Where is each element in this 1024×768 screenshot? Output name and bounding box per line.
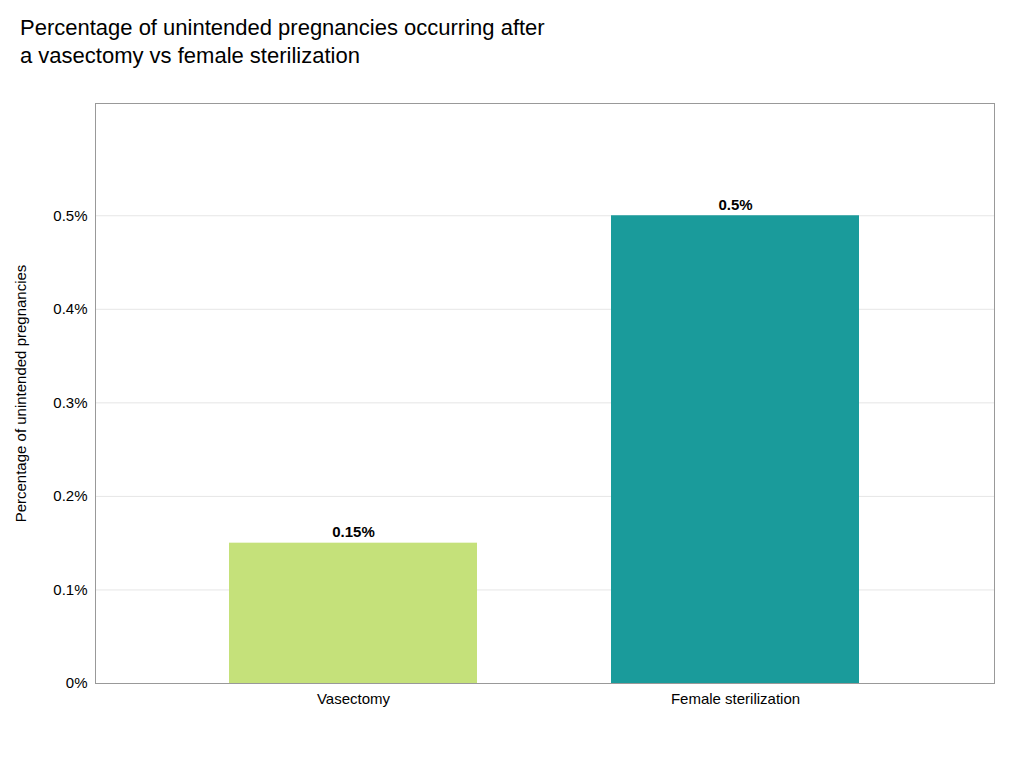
svg-text:0.5%: 0.5% <box>718 196 752 213</box>
html-text:Percentage of unintended pregn: Percentage of unintended pregnancies occ… <box>20 15 545 68</box>
svg-text:0.15%: 0.15% <box>332 523 375 540</box>
svg-text:0%: 0% <box>66 674 88 691</box>
svg-text:0.5%: 0.5% <box>53 207 87 224</box>
svg-text:0.2%: 0.2% <box>53 487 87 504</box>
svg-text:0.1%: 0.1% <box>53 581 87 598</box>
svg-text:0.4%: 0.4% <box>53 300 87 317</box>
svg-text:Percentage of unintended pregn: Percentage of unintended pregnancies <box>12 265 29 523</box>
svg-text:0.3%: 0.3% <box>53 394 87 411</box>
svg-text:Vasectomy: Vasectomy <box>317 690 391 707</box>
svg-text:Female sterilization: Female sterilization <box>671 690 800 707</box>
